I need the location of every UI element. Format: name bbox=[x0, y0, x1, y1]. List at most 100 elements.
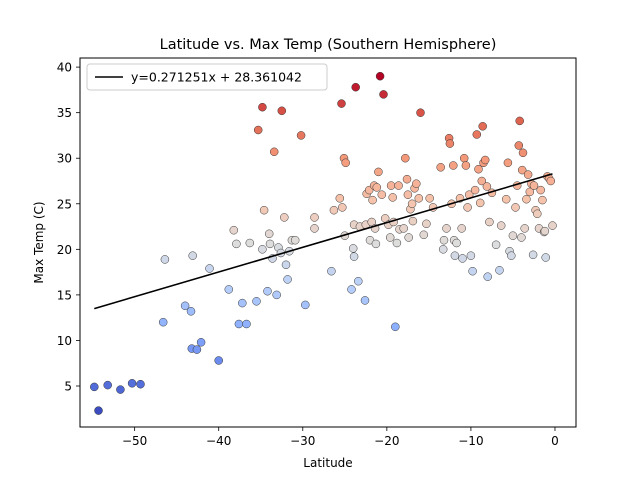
data-point bbox=[354, 276, 363, 286]
data-point bbox=[472, 130, 482, 139]
data-point bbox=[419, 230, 429, 240]
data-point bbox=[491, 240, 501, 250]
data-point bbox=[514, 141, 524, 150]
y-tick-label: 40 bbox=[57, 61, 72, 75]
data-point bbox=[450, 251, 460, 260]
data-point bbox=[281, 260, 291, 270]
data-point bbox=[372, 183, 382, 192]
data-point bbox=[528, 250, 538, 260]
data-point bbox=[341, 158, 350, 168]
data-point bbox=[229, 225, 239, 235]
data-point bbox=[327, 266, 336, 276]
data-point bbox=[329, 205, 339, 215]
data-point bbox=[399, 224, 408, 233]
data-point bbox=[103, 380, 112, 390]
data-point bbox=[290, 235, 300, 245]
data-point bbox=[283, 275, 292, 284]
chart-title: Latitude vs. Max Temp (Southern Hemisphe… bbox=[160, 37, 497, 53]
data-point bbox=[438, 245, 448, 254]
data-point bbox=[522, 194, 531, 204]
y-axis-ticks: 5 10 15 20 25 30 35 40 bbox=[57, 61, 80, 394]
data-point bbox=[425, 194, 434, 203]
data-point bbox=[517, 233, 526, 242]
data-point bbox=[160, 255, 170, 264]
data-point bbox=[90, 382, 99, 392]
x-tick-label: −30 bbox=[290, 434, 315, 448]
y-axis-label: Max Temp (C) bbox=[32, 201, 46, 283]
data-point bbox=[529, 181, 539, 190]
data-point bbox=[253, 125, 263, 135]
data-point bbox=[517, 165, 527, 175]
data-point bbox=[234, 319, 244, 329]
data-point bbox=[337, 99, 346, 108]
regression-line bbox=[94, 173, 553, 310]
data-point bbox=[232, 239, 241, 249]
data-point bbox=[483, 272, 492, 281]
data-point bbox=[310, 213, 319, 222]
data-point bbox=[474, 164, 483, 174]
legend-box bbox=[86, 63, 328, 91]
data-point bbox=[501, 194, 511, 204]
data-point bbox=[403, 190, 413, 199]
data-point bbox=[511, 203, 520, 212]
data-point bbox=[461, 161, 471, 170]
data-point bbox=[385, 233, 395, 242]
data-point bbox=[533, 209, 542, 219]
data-point bbox=[452, 238, 461, 248]
data-point bbox=[458, 254, 467, 263]
data-point bbox=[538, 195, 547, 205]
data-point bbox=[388, 193, 397, 202]
data-point bbox=[192, 345, 202, 354]
data-point bbox=[478, 122, 487, 131]
data-point bbox=[277, 106, 287, 116]
data-point bbox=[463, 203, 472, 212]
data-point bbox=[280, 213, 289, 222]
data-point bbox=[186, 307, 196, 316]
data-point bbox=[540, 226, 550, 236]
y-tick-label: 35 bbox=[57, 106, 72, 120]
data-point bbox=[348, 244, 358, 253]
data-point bbox=[310, 224, 319, 233]
data-point bbox=[439, 235, 449, 245]
data-point bbox=[445, 139, 455, 148]
data-point bbox=[245, 238, 255, 248]
y-tick-label: 5 bbox=[64, 380, 72, 394]
data-point bbox=[351, 82, 360, 92]
data-point bbox=[457, 224, 466, 233]
data-point bbox=[515, 116, 524, 126]
data-point bbox=[525, 187, 535, 197]
plot-area bbox=[90, 71, 557, 415]
data-point bbox=[507, 251, 516, 260]
data-point bbox=[503, 158, 513, 168]
data-point bbox=[301, 300, 310, 310]
data-point bbox=[252, 297, 261, 306]
data-point bbox=[548, 221, 557, 230]
data-point bbox=[401, 153, 410, 163]
data-point bbox=[482, 182, 492, 191]
data-point bbox=[520, 224, 529, 233]
data-point bbox=[127, 379, 137, 388]
y-tick-label: 15 bbox=[57, 288, 72, 302]
data-point bbox=[259, 205, 269, 215]
data-point bbox=[508, 231, 518, 240]
data-point bbox=[404, 233, 413, 242]
data-point bbox=[360, 296, 370, 305]
data-point bbox=[375, 71, 385, 81]
data-point bbox=[338, 203, 347, 212]
y-tick-label: 20 bbox=[57, 243, 72, 257]
x-tick-label: −10 bbox=[458, 434, 483, 448]
data-point bbox=[188, 251, 197, 260]
data-point bbox=[258, 102, 267, 112]
data-point bbox=[422, 219, 431, 229]
x-tick-label: −50 bbox=[122, 434, 147, 448]
data-point bbox=[296, 131, 306, 140]
data-point bbox=[242, 319, 251, 329]
data-point bbox=[272, 290, 281, 300]
data-point bbox=[116, 385, 125, 394]
data-point bbox=[196, 338, 206, 347]
data-point bbox=[407, 199, 417, 209]
axes-frame bbox=[79, 57, 577, 428]
data-point bbox=[264, 229, 274, 239]
data-point bbox=[477, 176, 487, 186]
